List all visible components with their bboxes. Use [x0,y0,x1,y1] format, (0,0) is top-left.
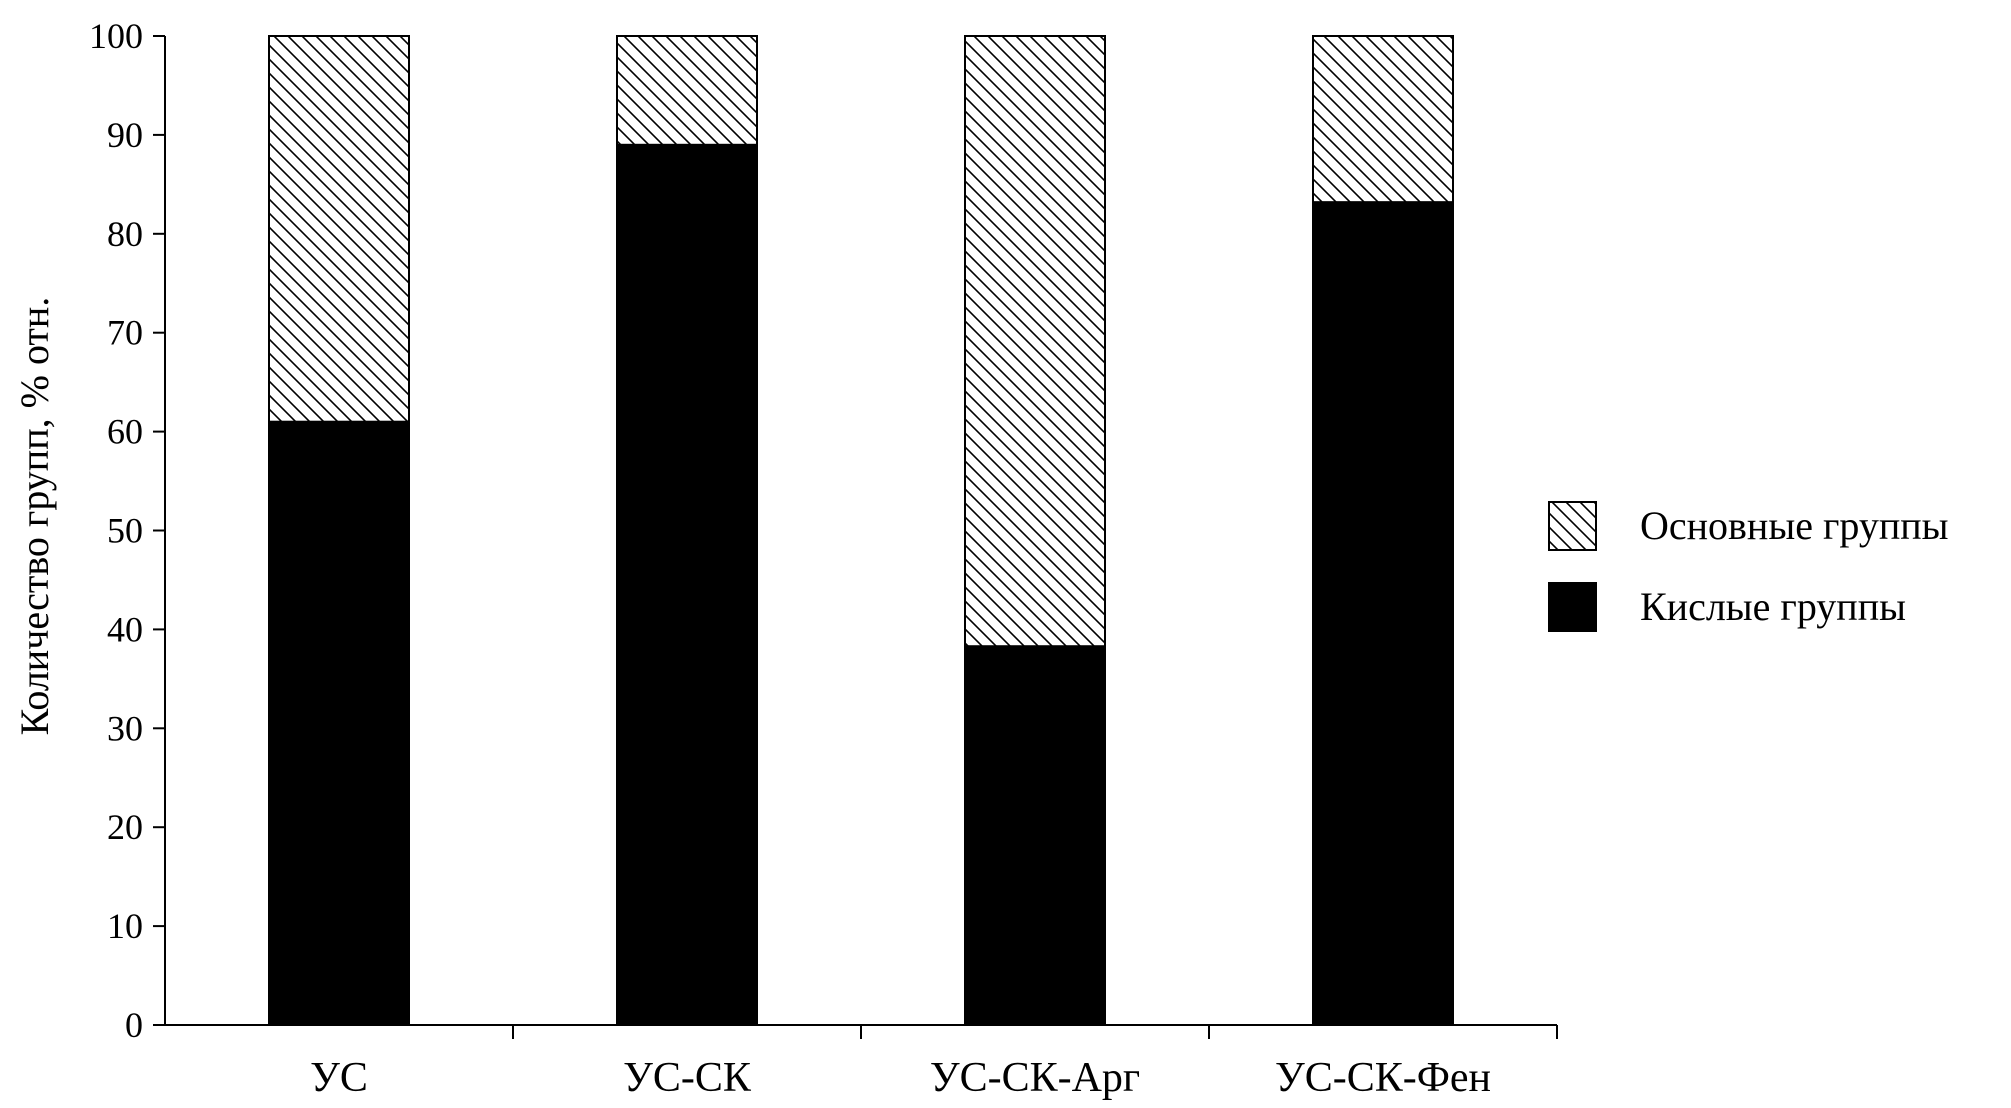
y-tick-label: 30 [107,708,143,748]
x-tick-label: УС-СК-Фен [1275,1055,1491,1101]
bar-acid-4 [1312,201,1454,1027]
y-tick-label: 90 [107,115,143,155]
y-tick-label: 80 [107,214,143,254]
legend: Основные группы Кислые группы [1548,501,1949,632]
y-tick-label: 0 [125,1005,143,1045]
legend-swatch-acid [1548,582,1597,632]
y-tick-label: 100 [89,16,143,56]
x-tick-label: УС [310,1055,368,1101]
y-axis: 0 10 20 30 40 50 60 70 80 90 100 [89,16,166,1045]
legend-swatch-basic [1548,501,1597,551]
bar-basic-2 [616,35,758,146]
bar-basic-1 [268,35,410,423]
bar-acid-3 [964,645,1106,1026]
y-axis-title: Количество групп, % отн. [12,297,57,736]
y-tick-label: 70 [107,313,143,353]
bar-basic-3 [964,35,1106,648]
legend-label-basic: Основные группы [1640,503,1949,548]
x-tick-label: УС-СК-Арг [930,1055,1140,1101]
bar-basic-4 [1312,35,1454,204]
y-tick-label: 40 [107,609,143,649]
y-tick-label: 60 [107,412,143,452]
plot-area [268,35,1454,1027]
x-axis: УС УС-СК УС-СК-Арг УС-СК-Фен [165,1024,1558,1101]
y-tick-label: 50 [107,511,143,551]
legend-label-acid: Кислые группы [1640,584,1906,629]
y-tick-label: 10 [107,906,143,946]
y-tick-label: 20 [107,807,143,847]
bar-acid-2 [616,143,758,1027]
x-tick-label: УС-СК [623,1055,752,1101]
bar-acid-1 [268,420,410,1026]
